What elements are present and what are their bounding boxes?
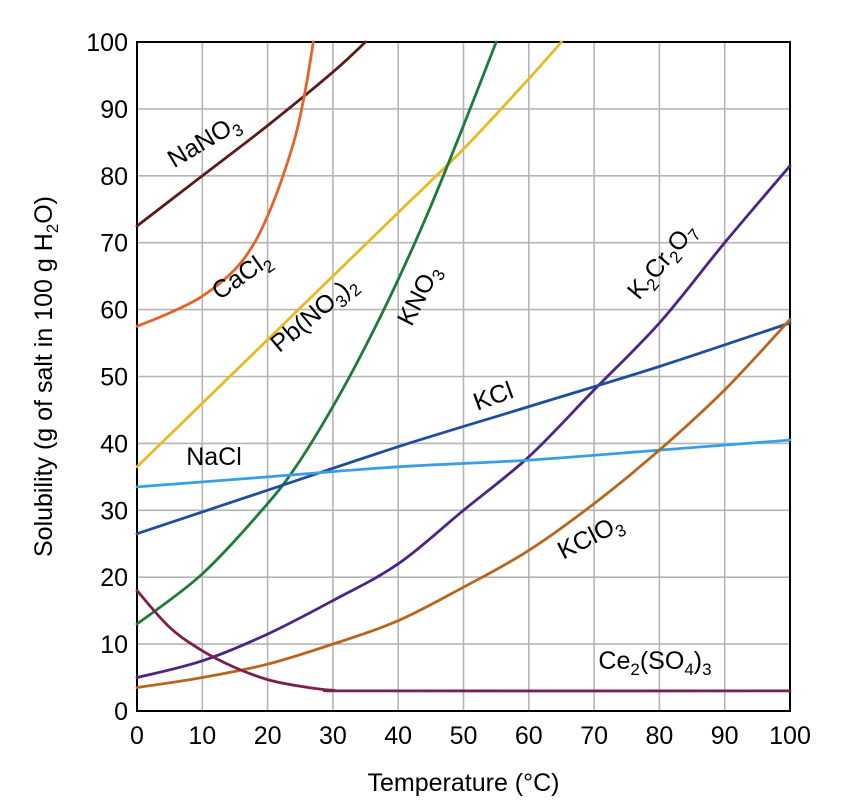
x-tick-label: 100 bbox=[769, 722, 811, 750]
series-line-cacl2 bbox=[135, 40, 315, 328]
y-tick-label: 50 bbox=[100, 364, 128, 392]
x-tick-label: 50 bbox=[450, 722, 478, 750]
y-tick-label: 20 bbox=[100, 564, 128, 592]
y-tick-label: 0 bbox=[114, 698, 128, 726]
series-line-k2cr2o7 bbox=[135, 164, 792, 679]
x-axis-title: Temperature (°C) bbox=[368, 769, 560, 797]
series-label-nacl: NaCl bbox=[186, 443, 242, 471]
y-tick-labels: 0 10 20 30 40 50 60 70 80 90 100 bbox=[86, 29, 128, 726]
x-tick-label: 10 bbox=[188, 722, 216, 750]
y-tick-label: 10 bbox=[100, 631, 128, 659]
x-tick-label: 80 bbox=[645, 722, 673, 750]
series-line-nano3 bbox=[135, 40, 367, 228]
series-line-kno3 bbox=[135, 40, 498, 626]
series-line-nacl bbox=[135, 438, 792, 489]
x-tick-label: 40 bbox=[384, 722, 412, 750]
y-tick-label: 100 bbox=[86, 29, 128, 57]
series-line-pb-no3-2 bbox=[135, 40, 563, 469]
y-tick-label: 60 bbox=[100, 297, 128, 325]
series-line-ce2-so4-3 bbox=[135, 589, 792, 693]
x-tick-label: 20 bbox=[254, 722, 282, 750]
y-tick-label: 30 bbox=[100, 497, 128, 525]
y-tick-label: 80 bbox=[100, 163, 128, 191]
x-tick-label: 60 bbox=[515, 722, 543, 750]
series-line-kcl bbox=[135, 321, 792, 536]
x-tick-label: 70 bbox=[580, 722, 608, 750]
x-tick-labels: 0 10 20 30 40 50 60 70 80 90 100 bbox=[130, 722, 811, 750]
x-tick-label: 0 bbox=[130, 722, 144, 750]
x-tick-label: 30 bbox=[319, 722, 347, 750]
x-tick-label: 90 bbox=[711, 722, 739, 750]
series-label-ce2-so4-3: Ce2(SO4)3 bbox=[598, 647, 711, 679]
series-lines bbox=[135, 40, 792, 693]
y-tick-label: 40 bbox=[100, 430, 128, 458]
y-axis-title: Solubility (g of salt in 100 g H2O) bbox=[30, 196, 62, 557]
plot-frame bbox=[136, 41, 791, 712]
series-line-kclo3 bbox=[135, 318, 792, 689]
y-tick-label: 70 bbox=[100, 230, 128, 258]
y-tick-label: 90 bbox=[100, 96, 128, 124]
